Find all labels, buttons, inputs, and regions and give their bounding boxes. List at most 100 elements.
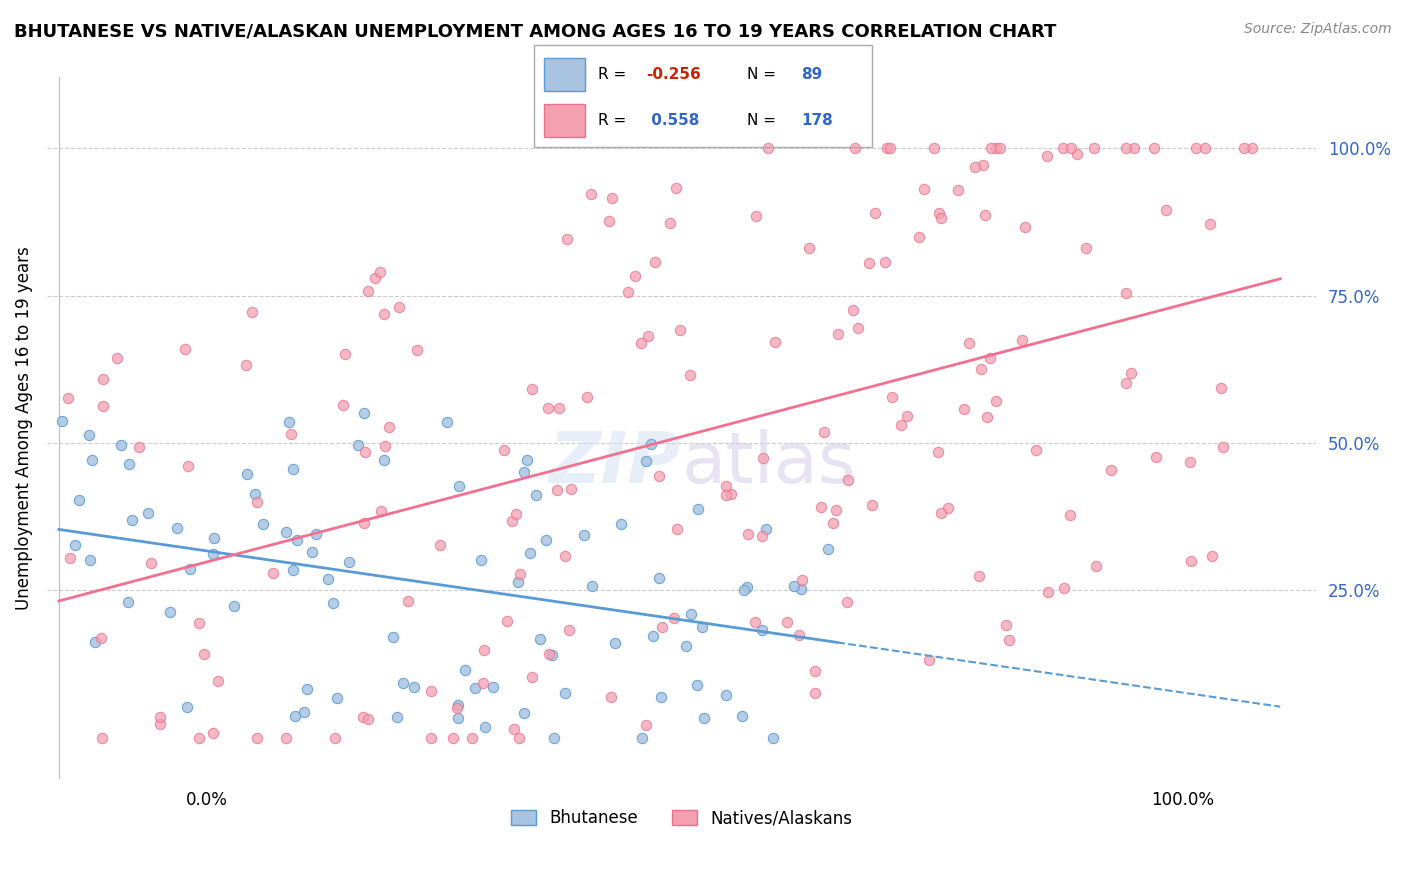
Point <box>986 141 1008 155</box>
Point <box>555 232 578 246</box>
FancyBboxPatch shape <box>544 104 585 137</box>
Point <box>429 538 451 552</box>
Point <box>90 631 112 645</box>
Point <box>617 285 640 299</box>
Point <box>436 415 458 429</box>
Point <box>1066 147 1088 161</box>
Point <box>876 141 898 155</box>
Point <box>301 544 323 558</box>
Point <box>297 682 319 697</box>
Point <box>280 426 302 441</box>
Point <box>538 647 561 661</box>
Point <box>1059 508 1081 523</box>
Point <box>984 394 1007 409</box>
Point <box>666 522 689 536</box>
Point <box>110 438 132 452</box>
Point <box>474 720 496 734</box>
Point <box>835 595 858 609</box>
Text: Source: ZipAtlas.com: Source: ZipAtlas.com <box>1244 22 1392 37</box>
Point <box>543 731 565 745</box>
Text: ZIP: ZIP <box>550 429 682 498</box>
Point <box>242 305 264 319</box>
Point <box>924 141 946 155</box>
Point <box>482 680 505 694</box>
Point <box>928 206 950 220</box>
Point <box>745 209 768 223</box>
Point <box>912 182 935 196</box>
Point <box>998 633 1021 648</box>
Point <box>406 343 429 357</box>
Point <box>731 708 754 723</box>
Point <box>67 493 90 508</box>
Point <box>447 479 470 493</box>
Point <box>374 439 396 453</box>
Point <box>863 206 886 220</box>
Point <box>446 711 468 725</box>
Point <box>576 390 599 404</box>
Point <box>402 680 425 694</box>
Point <box>650 690 672 705</box>
Point <box>948 183 970 197</box>
Point <box>624 268 647 283</box>
Point <box>1025 442 1047 457</box>
Point <box>278 415 301 429</box>
Point <box>929 506 952 520</box>
Point <box>149 716 172 731</box>
Point <box>823 516 845 530</box>
Point <box>837 473 859 487</box>
Point <box>841 303 863 318</box>
Point <box>420 731 443 745</box>
Point <box>460 731 482 745</box>
Point <box>529 632 551 647</box>
Point <box>918 653 941 667</box>
Point <box>737 527 759 541</box>
Point <box>598 214 620 228</box>
Point <box>659 216 682 230</box>
Point <box>733 582 755 597</box>
Point <box>79 428 101 442</box>
Point <box>846 321 869 335</box>
Point <box>972 158 994 172</box>
Point <box>648 571 671 585</box>
Point <box>873 255 896 269</box>
Point <box>447 698 470 712</box>
Point <box>356 712 378 726</box>
Point <box>988 141 1011 155</box>
Point <box>495 614 517 628</box>
Point <box>472 643 495 657</box>
Point <box>1014 220 1036 235</box>
Point <box>1211 381 1233 395</box>
Point <box>693 711 716 725</box>
Point <box>560 482 582 496</box>
Point <box>1201 549 1223 563</box>
Point <box>353 516 375 530</box>
Point <box>187 731 209 745</box>
Point <box>1122 141 1144 155</box>
Point <box>1083 141 1105 155</box>
Point <box>382 630 405 644</box>
Point <box>519 546 541 560</box>
Text: atlas: atlas <box>682 429 856 498</box>
Point <box>600 690 623 704</box>
Point <box>252 516 274 531</box>
Point <box>762 731 785 745</box>
Point <box>285 533 308 547</box>
Point <box>1154 202 1177 217</box>
Point <box>1074 241 1097 255</box>
Point <box>419 684 441 698</box>
Point <box>630 336 652 351</box>
Point <box>524 488 547 502</box>
Point <box>118 457 141 471</box>
Point <box>965 160 987 174</box>
Point <box>174 343 197 357</box>
Point <box>332 398 354 412</box>
Point <box>908 229 931 244</box>
Point <box>685 678 707 692</box>
Point <box>1233 141 1256 155</box>
Text: R =: R = <box>599 113 631 128</box>
Point <box>735 580 758 594</box>
Point <box>505 508 527 522</box>
Point <box>1185 141 1208 155</box>
Point <box>128 441 150 455</box>
Point <box>274 524 297 539</box>
